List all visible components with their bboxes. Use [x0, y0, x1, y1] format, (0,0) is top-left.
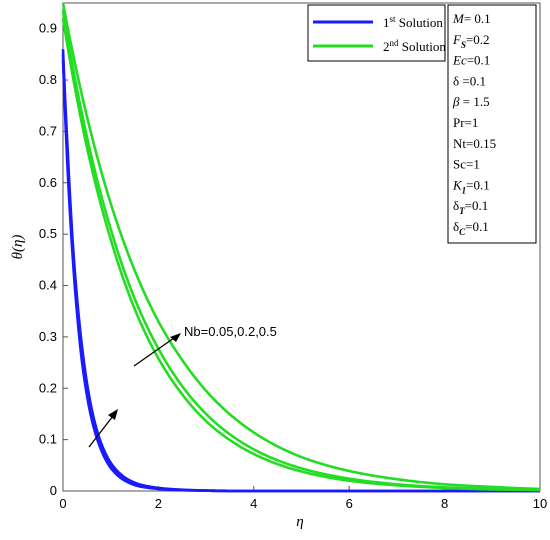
series-1-curve-3 — [61, 49, 540, 493]
series-2-curve-2 — [61, 10, 541, 492]
parameter-item: M= 0.1 — [452, 11, 491, 26]
legend-label-2: 2nd Solution — [383, 38, 446, 54]
parameter-item: FS=0.2 — [452, 32, 490, 50]
annotation-arrow-lower — [88, 415, 114, 448]
annotation-arrowhead-lower — [108, 409, 118, 420]
x-tick-label: 4 — [250, 496, 257, 511]
y-tick-label: 0.2 — [39, 380, 57, 395]
parameter-item: Sc=1 — [453, 157, 480, 172]
annotation: Nb=0.05,0.2,0.5 — [88, 324, 277, 448]
y-tick-label: 0.9 — [39, 21, 57, 36]
x-tick-label: 10 — [533, 496, 547, 511]
y-tick-label: 0.4 — [39, 278, 57, 293]
parameter-box-frame — [447, 4, 537, 244]
series-2-curve-3 — [61, 2, 541, 491]
series-curves — [61, 2, 541, 493]
axis-ticks: 0 2 4 6 8 10 0 0.1 0.2 0.3 0.4 0.5 0.6 0.7 0.8 0.9 — [39, 21, 547, 511]
x-axis-title: η — [296, 514, 303, 530]
y-tick-label: 0.1 — [39, 432, 57, 447]
y-tick-label: 0.5 — [39, 226, 57, 241]
legend: 1st Solution 2nd Solution — [307, 4, 446, 62]
parameter-item: δ =0.1 — [453, 73, 486, 88]
y-tick-label: 0.7 — [39, 123, 57, 138]
legend-box — [307, 4, 446, 62]
y-axis-title: θ(η) — [10, 235, 26, 260]
annotation-label: Nb=0.05,0.2,0.5 — [184, 324, 277, 339]
parameter-item: β = 1.5 — [452, 94, 490, 109]
parameter-item: K1=0.1 — [452, 177, 490, 195]
parameter-item: Pr=1 — [453, 115, 478, 130]
x-tick-label: 6 — [346, 496, 353, 511]
y-tick-label: 0.3 — [39, 329, 57, 344]
y-tick-label: 0 — [50, 483, 57, 498]
annotation-arrow-upper — [133, 337, 175, 367]
x-tick-label: 2 — [155, 496, 162, 511]
parameter-item: Nt=0.15 — [453, 136, 496, 151]
parameter-box: M= 0.1 FS=0.2 Ec=0.1 δ =0.1 β = 1.5 Pr=1 Nt=0.… — [447, 4, 537, 244]
x-tick-label: 8 — [441, 496, 448, 511]
legend-label-1: 1st Solution — [383, 14, 443, 30]
parameter-list: M= 0.1 FS=0.2 Ec=0.1 δ =0.1 β = 1.5 Pr=1 Nt=0.… — [452, 11, 496, 237]
annotation-arrowhead-upper — [170, 333, 181, 342]
y-tick-label: 0.8 — [39, 72, 57, 87]
x-tick-label: 0 — [59, 496, 66, 511]
parameter-item: δT=0.1 — [453, 198, 488, 216]
parameter-item: Ec=0.1 — [452, 53, 490, 68]
y-tick-label: 0.6 — [39, 175, 57, 190]
parameter-item: δC=0.1 — [453, 219, 489, 237]
